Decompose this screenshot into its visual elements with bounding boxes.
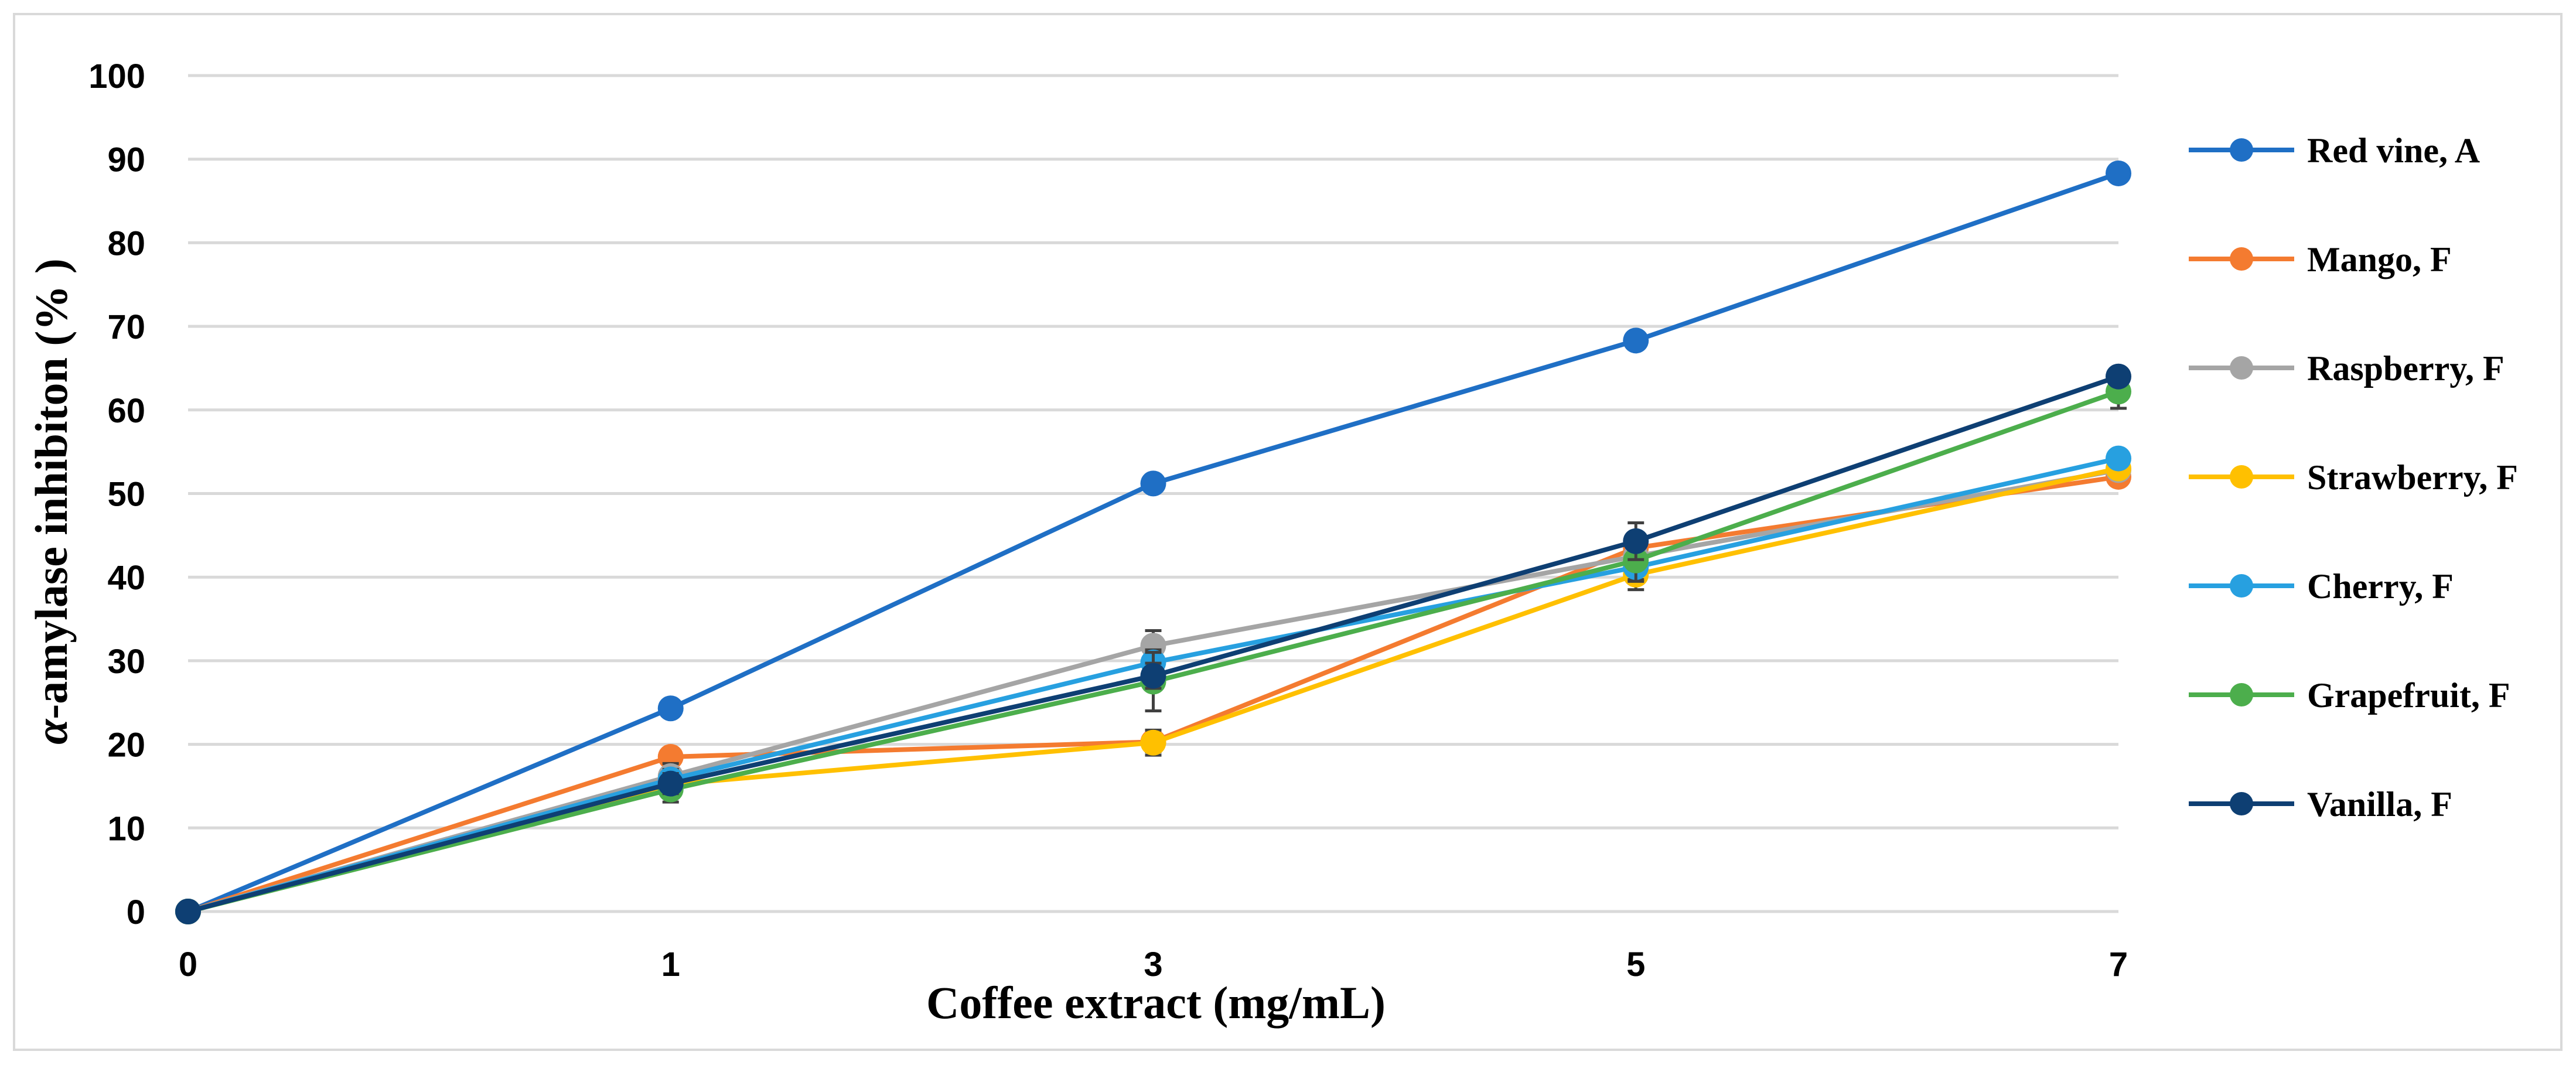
y-tick-label: 20 <box>107 726 145 764</box>
data-point <box>175 899 201 924</box>
y-tick-label: 40 <box>107 559 145 597</box>
legend-swatch-marker <box>2230 574 2253 598</box>
legend-label: Vanilla, F <box>2307 785 2452 824</box>
legend-swatch-marker <box>2230 683 2253 706</box>
legend-item-mango-f: Mango, F <box>2189 240 2452 279</box>
data-point <box>2106 445 2131 472</box>
y-tick-label: 90 <box>107 141 145 179</box>
x-tick-label: 0 <box>179 945 197 984</box>
y-tick-label: 60 <box>107 392 145 430</box>
legend-item-raspberry-f: Raspberry, F <box>2189 349 2505 388</box>
legend-item-grapefruit-f: Grapefruit, F <box>2189 676 2510 715</box>
legend-swatch-marker <box>2230 247 2253 271</box>
y-tick-label: 10 <box>107 810 145 848</box>
data-point <box>1623 528 1649 554</box>
legend-swatch-marker <box>2230 465 2253 489</box>
y-axis-title-text: -amylase inhibiton (% ) <box>26 258 77 719</box>
legend: Red vine, A Mango, F Raspberry, F Strawberr… <box>2189 131 2518 824</box>
legend-swatch-marker <box>2230 356 2253 380</box>
data-point <box>1140 729 1166 756</box>
x-axis-title: Coffee extract (mg/mL) <box>926 977 1386 1028</box>
legend-item-vanilla-f: Vanilla, F <box>2189 785 2452 824</box>
series-line <box>187 171 2120 914</box>
line-chart: 0 10 20 30 40 50 60 70 80 90 100 0 1 3 5 7 Red vine, A… <box>26 57 2518 1028</box>
x-tick-label: 1 <box>661 945 680 984</box>
series-vanilla-f <box>175 363 2131 924</box>
y-tick-label: 50 <box>107 476 145 514</box>
y-tick-label: 30 <box>107 643 145 681</box>
legend-label: Red vine, A <box>2307 131 2480 170</box>
y-tick-label: 0 <box>127 893 145 931</box>
data-point <box>657 695 684 722</box>
x-tick-labels: 0 1 3 5 7 <box>179 945 2128 984</box>
y-tick-label: 80 <box>107 224 145 262</box>
data-point <box>657 770 684 797</box>
legend-label: Raspberry, F <box>2307 349 2505 388</box>
data-point <box>2106 160 2131 186</box>
legend-label: Strawberry, F <box>2307 458 2518 497</box>
legend-label: Cherry, F <box>2307 567 2454 606</box>
legend-swatch-marker <box>2230 792 2253 815</box>
legend-item-strawberry-f: Strawberry, F <box>2189 458 2518 497</box>
data-point <box>2106 363 2131 390</box>
chart-frame: 0 10 20 30 40 50 60 70 80 90 100 0 1 3 5 7 Red vine, A… <box>13 13 2563 1051</box>
y-axis-title: α-amylase inhibiton (% ) <box>26 258 77 745</box>
data-point <box>1623 327 1649 354</box>
legend-item-red-vine-a: Red vine, A <box>2189 131 2480 170</box>
series-red-vine-a <box>175 160 2131 924</box>
legend-item-cherry-f: Cherry, F <box>2189 567 2454 606</box>
legend-label: Mango, F <box>2307 240 2452 279</box>
series-layer <box>175 160 2131 924</box>
y-tick-label: 100 <box>88 57 145 95</box>
legend-swatch-marker <box>2230 138 2253 162</box>
x-tick-label: 5 <box>1626 945 1645 984</box>
x-tick-label: 7 <box>2109 945 2128 984</box>
x-tick-label: 3 <box>1144 945 1162 984</box>
legend-label: Grapefruit, F <box>2307 676 2510 715</box>
y-axis-title-symbol: α <box>26 718 77 745</box>
data-point <box>1140 470 1166 497</box>
data-point <box>1140 663 1166 689</box>
y-tick-labels: 0 10 20 30 40 50 60 70 80 90 100 <box>88 57 145 931</box>
y-tick-label: 70 <box>107 308 145 346</box>
